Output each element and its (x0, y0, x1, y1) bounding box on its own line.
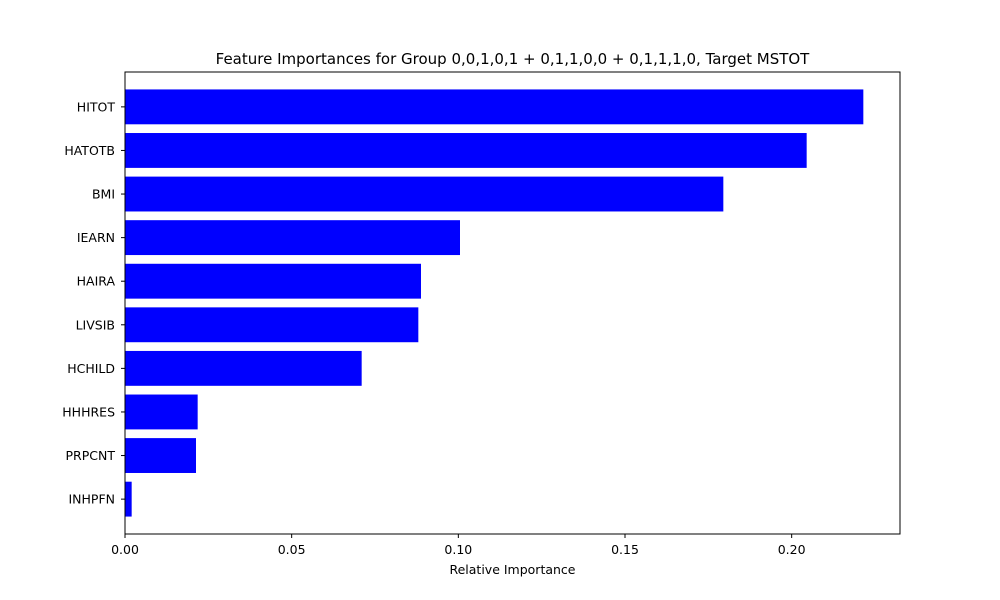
x-tick-label: 0.15 (611, 542, 639, 557)
y-tick-label: BMI (92, 187, 115, 202)
plot-frame (124, 71, 901, 535)
bar-hchild (125, 350, 362, 386)
bar-hitot (125, 89, 864, 125)
bar-iearn (125, 220, 460, 256)
bar-hhhres (125, 394, 198, 430)
x-axis-label: Relative Importance (449, 562, 575, 577)
bar-bmi (125, 176, 724, 212)
y-tick-label: HCHILD (67, 361, 115, 376)
chart-title: Feature Importances for Group 0,0,1,0,1 … (216, 50, 811, 68)
y-tick-label: LIVSIB (76, 317, 115, 332)
x-axis-ticks: 0.00 0.05 0.10 0.15 0.20 (111, 534, 806, 557)
y-tick-label: HITOT (77, 99, 116, 114)
bar-livsib (125, 307, 419, 343)
bar-hatotb (125, 133, 807, 168)
bar-haira (125, 263, 421, 299)
y-axis-ticks: HITOT HATOTB BMI IEARN HAIRA LIVSIB HCHILD HHHR… (62, 99, 125, 507)
y-tick-label: INHPFN (68, 492, 115, 507)
bar-prpcnt (125, 438, 196, 473)
x-tick-label: 0.00 (111, 542, 139, 557)
y-tick-label: HATOTB (64, 143, 115, 158)
bars-group (125, 89, 864, 517)
x-tick-label: 0.10 (444, 542, 472, 557)
bar-inhpfn (125, 481, 132, 517)
y-tick-label: HHHRES (62, 404, 115, 419)
y-tick-label: IEARN (77, 230, 115, 245)
y-tick-label: HAIRA (77, 274, 116, 289)
x-tick-label: 0.05 (278, 542, 306, 557)
x-tick-label: 0.20 (778, 542, 806, 557)
y-tick-label: PRPCNT (66, 448, 116, 463)
